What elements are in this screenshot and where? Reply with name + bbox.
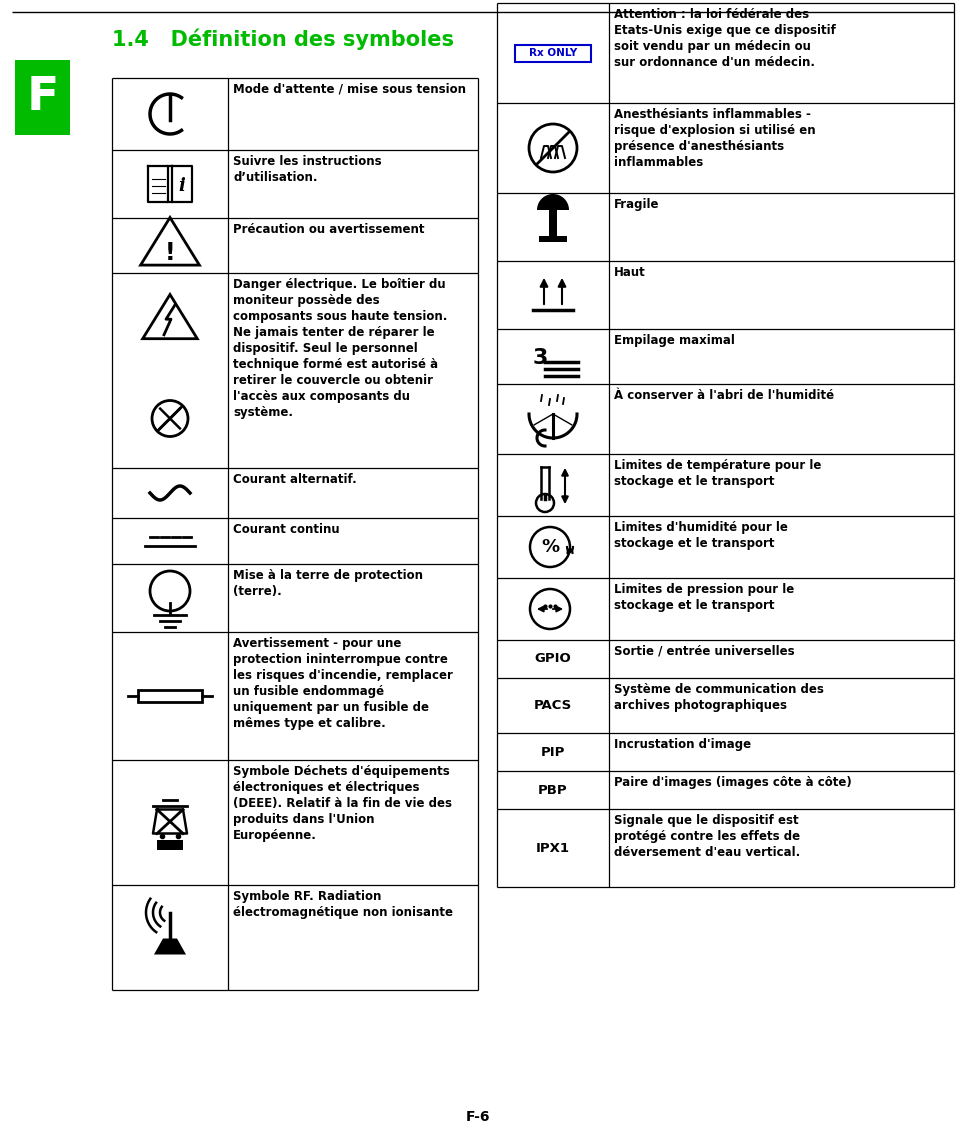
Text: 3: 3 (533, 348, 548, 368)
Text: GPIO: GPIO (535, 652, 571, 666)
Text: À conserver à l'abri de l'humidité: À conserver à l'abri de l'humidité (614, 389, 835, 402)
Text: Avertissement - pour une
protection ininterrompue contre
les risques d'incendie,: Avertissement - pour une protection inin… (233, 637, 453, 730)
Text: Anesthésiants inflammables -
risque d'explosion si utilisé en
présence d'anesthé: Anesthésiants inflammables - risque d'ex… (614, 108, 815, 168)
Bar (157, 840, 183, 849)
Text: Incrustation d'image: Incrustation d'image (614, 738, 751, 751)
Text: Empilage maximal: Empilage maximal (614, 334, 735, 347)
Text: F-6: F-6 (466, 1110, 490, 1123)
Text: i: i (179, 177, 186, 195)
Bar (15, 60, 70, 135)
Bar (138, 690, 202, 702)
Text: PACS: PACS (534, 699, 572, 712)
Text: Courant alternatif.: Courant alternatif. (233, 473, 357, 486)
Text: Suivre les instructions
d’utilisation.: Suivre les instructions d’utilisation. (233, 155, 382, 184)
Polygon shape (539, 236, 567, 241)
Text: Courant continu: Courant continu (233, 523, 340, 536)
Text: Haut: Haut (614, 266, 646, 279)
Polygon shape (537, 194, 569, 236)
Text: Danger électrique. Le boîtier du
moniteur possède des
composants sous haute tens: Danger électrique. Le boîtier du moniteu… (233, 279, 447, 419)
Text: Symbole Déchets d'équipements
électroniques et électriques
(DEEE). Relatif à la : Symbole Déchets d'équipements électroniq… (233, 765, 452, 842)
Text: F: F (26, 75, 58, 120)
Text: Limites de pression pour le
stockage et le transport: Limites de pression pour le stockage et … (614, 583, 794, 612)
Text: Paire d'images (images côte à côte): Paire d'images (images côte à côte) (614, 776, 852, 789)
Text: Mise à la terre de protection
(terre).: Mise à la terre de protection (terre). (233, 569, 423, 599)
Text: Attention : la loi fédérale des
Etats-Unis exige que ce dispositif
soit vendu pa: Attention : la loi fédérale des Etats-Un… (614, 8, 835, 69)
Text: 1.4   Définition des symboles: 1.4 Définition des symboles (112, 28, 454, 49)
Text: Limites d'humidité pour le
stockage et le transport: Limites d'humidité pour le stockage et l… (614, 521, 788, 550)
Text: Sortie / entrée universelles: Sortie / entrée universelles (614, 645, 794, 658)
Text: Mode d'attente / mise sous tension: Mode d'attente / mise sous tension (233, 83, 466, 95)
Text: %: % (541, 538, 559, 556)
Text: Symbole RF. Radiation
électromagnétique non ionisante: Symbole RF. Radiation électromagnétique … (233, 891, 453, 919)
Text: PIP: PIP (541, 746, 566, 758)
Text: Système de communication des
archives photographiques: Système de communication des archives ph… (614, 683, 824, 712)
Text: IPX1: IPX1 (536, 841, 570, 855)
Text: PBP: PBP (538, 784, 568, 796)
Text: Précaution ou avertissement: Précaution ou avertissement (233, 223, 425, 236)
Text: Fragile: Fragile (614, 198, 659, 211)
Bar (515, 45, 591, 62)
Text: Rx ONLY: Rx ONLY (529, 48, 577, 58)
Text: Limites de température pour le
stockage et le transport: Limites de température pour le stockage … (614, 459, 821, 489)
Polygon shape (154, 939, 186, 955)
Text: Signale que le dispositif est
protégé contre les effets de
déversement d'eau ver: Signale que le dispositif est protégé co… (614, 814, 800, 859)
Text: !: ! (165, 240, 175, 265)
